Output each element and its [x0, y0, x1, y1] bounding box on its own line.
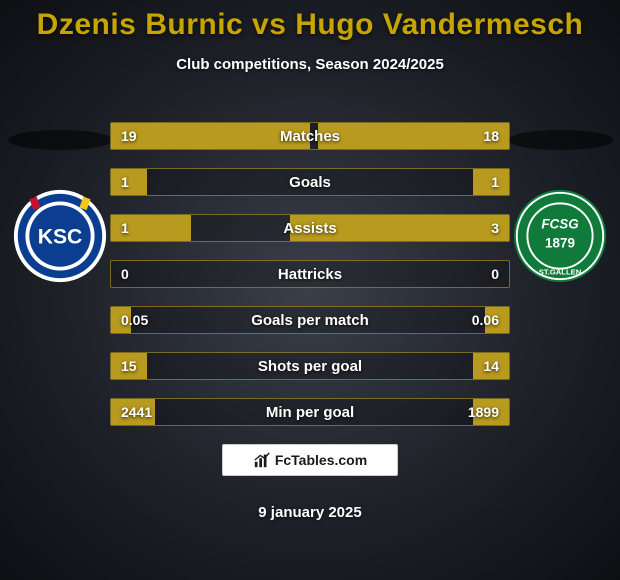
stat-value-left: 0: [121, 266, 129, 282]
fcsg-logo-icon: FCSG 1879 ST.GALLEN: [512, 188, 608, 284]
content: Dzenis Burnic vs Hugo Vandermesch Club c…: [0, 0, 620, 580]
stat-value-right: 0: [491, 266, 499, 282]
stat-value-right: 14: [483, 358, 499, 374]
stat-value-left: 2441: [121, 404, 152, 420]
stat-value-right: 1899: [468, 404, 499, 420]
chart-icon: [253, 451, 271, 469]
stat-label: Min per goal: [111, 404, 509, 421]
stat-value-left: 15: [121, 358, 137, 374]
stat-row: Goals per match0.05 0.06: [110, 306, 510, 334]
left-club-logo: KSC: [12, 188, 108, 284]
stat-label: Goals per match: [111, 312, 509, 329]
stat-label: Assists: [111, 220, 509, 237]
stat-row: Min per goal2441 1899: [110, 398, 510, 426]
right-club-badge: FCSG 1879 ST.GALLEN: [500, 130, 620, 284]
stat-row: Shots per goal15 14: [110, 352, 510, 380]
date-text: 9 january 2025: [0, 504, 620, 521]
stat-value-right: 18: [483, 128, 499, 144]
stat-row: Hattricks0 0: [110, 260, 510, 288]
stats-container: Matches1918Goals11Assists13Hattricks00Go…: [110, 122, 510, 444]
stat-row: Matches19 18: [110, 122, 510, 150]
stat-value-right: 3: [491, 220, 499, 236]
stat-value-left: 1: [121, 174, 129, 190]
brand-badge[interactable]: FcTables.com: [222, 444, 398, 476]
stat-value-left: 1: [121, 220, 129, 236]
right-club-logo: FCSG 1879 ST.GALLEN: [512, 188, 608, 284]
ksc-logo-icon: KSC: [12, 188, 108, 284]
page-title: Dzenis Burnic vs Hugo Vandermesch: [0, 0, 620, 42]
stat-label: Matches: [111, 128, 509, 145]
shadow-ellipse: [8, 130, 113, 150]
stat-value-left: 0.05: [121, 312, 148, 328]
stat-value-right: 0.06: [472, 312, 499, 328]
svg-text:ST.GALLEN: ST.GALLEN: [539, 267, 582, 276]
stat-value-left: 19: [121, 128, 137, 144]
shadow-ellipse: [508, 130, 613, 150]
left-club-badge: KSC: [0, 130, 120, 284]
svg-text:KSC: KSC: [38, 226, 83, 249]
brand-text: FcTables.com: [275, 452, 367, 468]
stat-row: Assists1 3: [110, 214, 510, 242]
svg-text:FCSG: FCSG: [541, 216, 579, 231]
subtitle: Club competitions, Season 2024/2025: [0, 56, 620, 73]
stat-row: Goals1 1: [110, 168, 510, 196]
stat-value-right: 1: [491, 174, 499, 190]
stat-label: Shots per goal: [111, 358, 509, 375]
stat-label: Goals: [111, 174, 509, 191]
stat-label: Hattricks: [111, 266, 509, 283]
svg-text:1879: 1879: [545, 236, 575, 251]
